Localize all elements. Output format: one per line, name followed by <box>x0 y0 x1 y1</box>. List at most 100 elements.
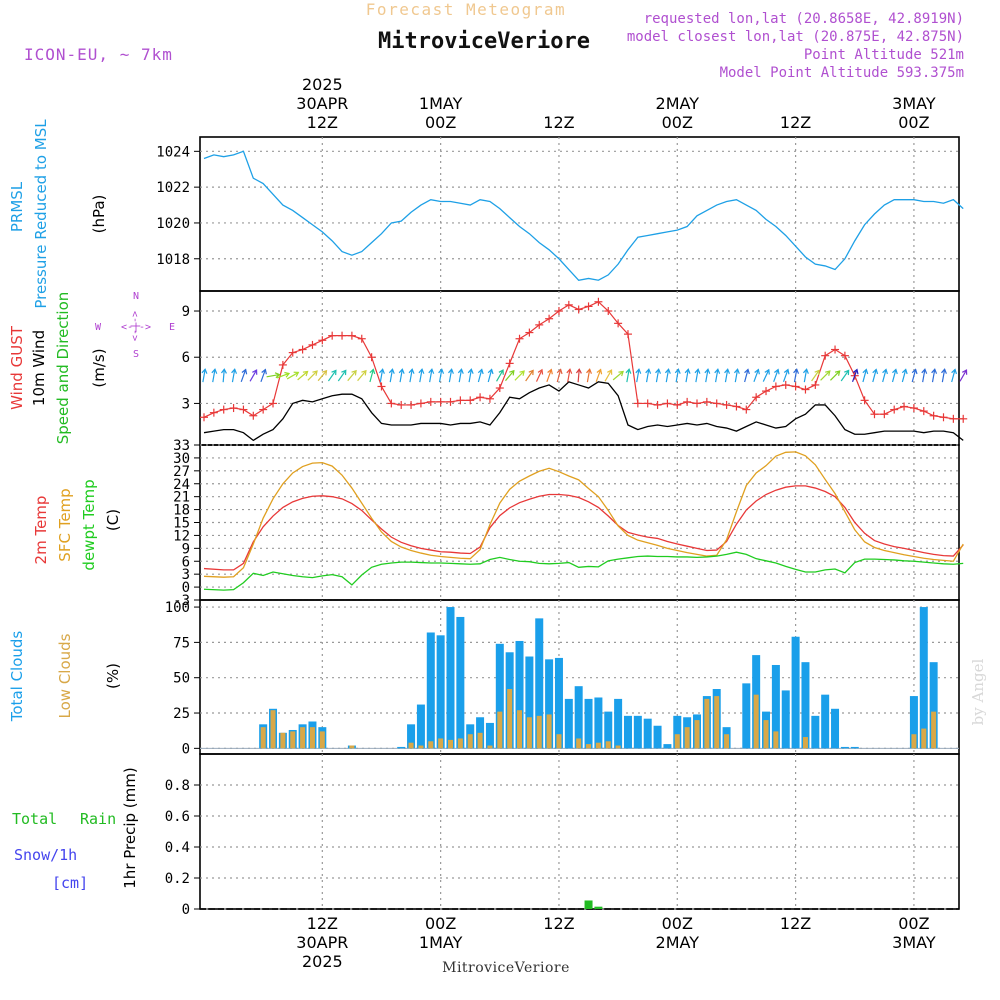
clouds-panel: 0 25 50 75 100 Total Clouds Low Clouds (%) b… <box>8 599 987 757</box>
arrow-shaft <box>715 369 719 383</box>
model-label: ICON-EU, ~ 7km <box>24 45 173 64</box>
gust-marker <box>880 410 889 419</box>
arrow-head <box>398 368 405 374</box>
total-cloud-bar <box>397 746 406 749</box>
precip-y-ticks: 0 0.2 0.4 0.6 0.8 <box>165 778 200 918</box>
wind-direction-arrow <box>297 370 309 381</box>
gust-marker <box>890 405 899 414</box>
temperature-plot <box>203 451 964 591</box>
arrow-head <box>802 368 809 374</box>
low-cloud-bar <box>605 741 611 749</box>
gust-marker <box>604 307 613 316</box>
arrow-head <box>596 368 603 375</box>
arrow-head <box>892 368 898 375</box>
gust-marker <box>219 405 228 414</box>
arrow-shaft <box>458 369 463 383</box>
wind-direction-arrow <box>418 368 425 383</box>
wind-direction-arrow <box>535 368 544 382</box>
total-cloud-bar <box>446 607 455 749</box>
low-cloud-bar <box>714 696 720 749</box>
y-tick-label: 21 <box>173 490 190 506</box>
arrow-head <box>684 368 691 374</box>
arrow-shaft <box>665 369 670 383</box>
arrow-shaft <box>496 369 504 382</box>
arrow-shaft <box>595 369 602 383</box>
gust-marker <box>909 404 918 413</box>
arrow-shaft <box>249 369 258 382</box>
gust-marker <box>338 331 347 340</box>
wind-direction-arrow <box>931 368 938 383</box>
precip-panel: 0 0.2 0.4 0.6 0.8 Total Rain Snow/1h [cm] 1h… <box>12 753 960 918</box>
wind-direction-arrow <box>276 371 291 379</box>
compass-rose: N S W E <-|-> <-|-> <box>95 291 175 360</box>
total-cloud-bar <box>929 662 938 749</box>
arrow-shaft <box>724 369 729 383</box>
gust-marker <box>476 393 485 402</box>
wind-direction-arrow <box>369 368 376 383</box>
arrow-shaft <box>240 369 247 383</box>
wind-direction-arrow <box>231 368 238 383</box>
wind-frame <box>199 290 960 446</box>
arrow-head <box>825 370 831 376</box>
wind-direction-arrow <box>317 369 328 382</box>
gust-marker <box>574 305 583 314</box>
arrow-head <box>862 368 869 375</box>
gust-marker <box>584 302 593 311</box>
arrow-shaft <box>951 369 956 383</box>
arrow-head <box>635 368 642 374</box>
wind-direction-arrow <box>872 368 879 383</box>
arrow-head <box>467 368 474 374</box>
wind-direction-arrow <box>546 368 553 383</box>
gust-marker <box>249 411 258 420</box>
wind-direction-arrow <box>266 372 281 379</box>
arrow-shaft <box>297 371 308 381</box>
y-tick-label: 18 <box>173 503 190 519</box>
low-cloud-bar <box>448 739 453 749</box>
arrow-head <box>487 368 494 375</box>
arrow-shaft <box>514 370 525 381</box>
gust-marker <box>900 402 909 411</box>
gust-marker <box>239 405 248 414</box>
arrow-head <box>284 371 291 378</box>
arrow-head <box>448 368 454 374</box>
arrow-shaft <box>276 372 290 379</box>
arrow-shaft <box>337 370 347 382</box>
arrow-head <box>783 368 790 375</box>
y-tick-label: 6 <box>182 350 190 366</box>
arrow-head <box>528 369 534 376</box>
total-cloud-bar <box>673 715 682 749</box>
total-cloud-bar <box>545 659 554 749</box>
total-cloud-bar <box>594 697 603 749</box>
top-time-label: 12Z <box>543 113 574 132</box>
wind-direction-arrow <box>901 368 908 383</box>
wind-direction-arrow <box>286 371 300 380</box>
arrow-shaft <box>803 369 808 383</box>
arrow-head <box>274 372 281 379</box>
wind-direction-arrow <box>851 368 859 383</box>
gust-marker <box>505 359 514 368</box>
wind-direction-arrow <box>240 368 248 383</box>
gust-marker <box>367 353 376 362</box>
bottom-time-label: 00Z <box>662 914 693 933</box>
gust-marker <box>663 399 672 408</box>
precip-label-rain: Rain <box>80 810 116 828</box>
arrow-shaft <box>586 369 591 383</box>
arrow-head <box>220 368 227 374</box>
arrow-head <box>645 368 652 374</box>
gust-marker <box>919 407 928 416</box>
low-cloud-bar <box>595 742 601 749</box>
low-cloud-bar <box>773 731 779 749</box>
arrow-shaft <box>773 369 779 383</box>
compass-north: N <box>133 291 139 302</box>
arrow-shaft <box>399 369 403 383</box>
low-cloud-bar <box>270 710 276 749</box>
y-tick-label: 1024 <box>156 144 190 160</box>
arrow-head <box>618 370 624 377</box>
arrow-head <box>252 369 258 375</box>
arrow-shaft <box>685 369 689 383</box>
pressure-label-desc: Pressure Reduced to MSL <box>32 119 50 309</box>
arrow-head <box>566 368 573 374</box>
arrow-head <box>341 369 347 376</box>
total-cloud-bar <box>426 632 435 749</box>
